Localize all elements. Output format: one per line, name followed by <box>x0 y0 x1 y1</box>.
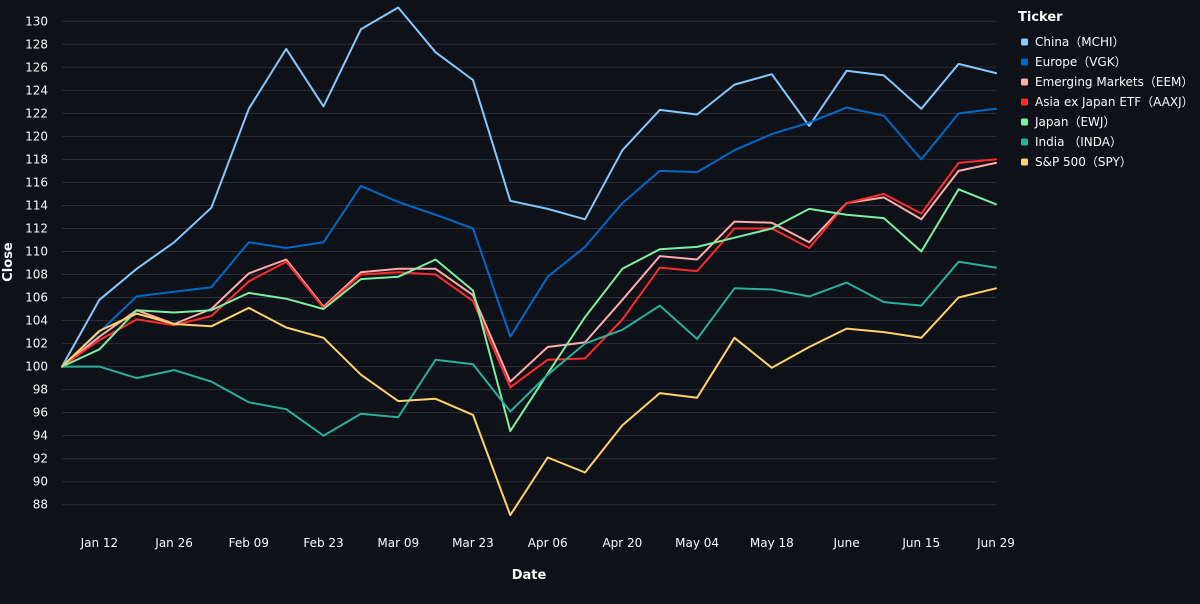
legend-swatch <box>1021 38 1028 46</box>
y-tick-label: 94 <box>33 429 48 443</box>
series-line[interactable] <box>61 188 997 433</box>
legend-swatch <box>1021 78 1028 86</box>
series-line[interactable] <box>61 161 997 383</box>
y-tick-label: 92 <box>33 452 48 466</box>
x-tick-label: Feb 09 <box>229 536 269 550</box>
x-tick-label: Jan 26 <box>154 536 193 550</box>
y-tick-label: 104 <box>25 314 48 328</box>
legend-item-label[interactable]: Japan（EWJ） <box>1034 115 1115 129</box>
x-axis-ticks: Jan 12 Jan 26 Feb 09 Feb 23 Mar 09 Mar 23 Apr … <box>80 536 1015 550</box>
legend-title: Ticker <box>1018 10 1063 25</box>
y-tick-label: 124 <box>25 83 48 97</box>
y-tick-label: 118 <box>25 152 48 166</box>
legend-item-label[interactable]: Emerging Markets（EEM） <box>1035 75 1193 89</box>
x-tick-label: June <box>832 536 859 550</box>
x-tick-label: May 04 <box>675 536 719 550</box>
series-line[interactable] <box>61 6 997 368</box>
y-tick-label: 108 <box>25 268 48 282</box>
x-tick-label: Jun 15 <box>901 536 940 550</box>
legend-swatch <box>1021 98 1028 106</box>
legend-swatch <box>1021 58 1028 66</box>
legend-item-label[interactable]: Europe（VGK） <box>1035 55 1127 69</box>
legend-item-label[interactable]: S&P 500（SPY） <box>1035 155 1132 169</box>
y-tick-label: 128 <box>25 37 48 51</box>
y-tick-label: 130 <box>25 14 48 28</box>
series-line[interactable] <box>61 287 997 517</box>
legend-item-label[interactable]: India （INDA） <box>1035 135 1122 149</box>
x-tick-label: May 18 <box>750 536 794 550</box>
legend-swatch <box>1021 118 1028 126</box>
x-tick-label: Jun 29 <box>976 536 1015 550</box>
y-tick-label: 114 <box>25 198 48 212</box>
y-tick-label: 88 <box>33 498 48 512</box>
legend[interactable]: Ticker China（MCHI） Europe（VGK） Emerging Ma… <box>1018 10 1194 169</box>
x-tick-label: Feb 23 <box>303 536 343 550</box>
x-tick-label: Mar 23 <box>452 536 494 550</box>
y-tick-label: 90 <box>33 475 48 489</box>
series-line[interactable] <box>61 106 997 368</box>
y-tick-label: 120 <box>25 129 48 143</box>
x-tick-label: Apr 20 <box>602 536 642 550</box>
series-line[interactable] <box>61 260 997 437</box>
y-tick-label: 112 <box>25 221 48 235</box>
y-tick-label: 106 <box>25 291 48 305</box>
y-tick-label: 96 <box>33 406 48 420</box>
x-axis-title: Date <box>512 568 547 583</box>
x-tick-label: Jan 12 <box>80 536 119 550</box>
y-tick-label: 126 <box>25 60 48 74</box>
legend-item-label[interactable]: Asia ex Japan ETF（AAXJ） <box>1035 95 1194 109</box>
y-tick-label: 100 <box>25 360 48 374</box>
legend-swatch <box>1021 138 1028 146</box>
x-tick-label: Mar 09 <box>377 536 419 550</box>
y-tick-label: 102 <box>25 337 48 351</box>
y-tick-label: 110 <box>25 244 48 258</box>
y-tick-label: 98 <box>33 383 48 397</box>
gridlines <box>62 20 996 506</box>
x-tick-label: Apr 06 <box>528 536 568 550</box>
y-axis-title: Close <box>1 242 16 282</box>
legend-swatch <box>1021 158 1028 166</box>
y-tick-label: 122 <box>25 106 48 120</box>
y-axis-ticks: 88 90 92 94 96 98 100 102 104 106 108 110 112 114 116 1… <box>25 14 48 511</box>
y-tick-label: 116 <box>25 175 48 189</box>
legend-item-label[interactable]: China（MCHI） <box>1035 35 1125 49</box>
series-lines[interactable] <box>61 6 997 517</box>
series-line[interactable] <box>61 158 997 389</box>
